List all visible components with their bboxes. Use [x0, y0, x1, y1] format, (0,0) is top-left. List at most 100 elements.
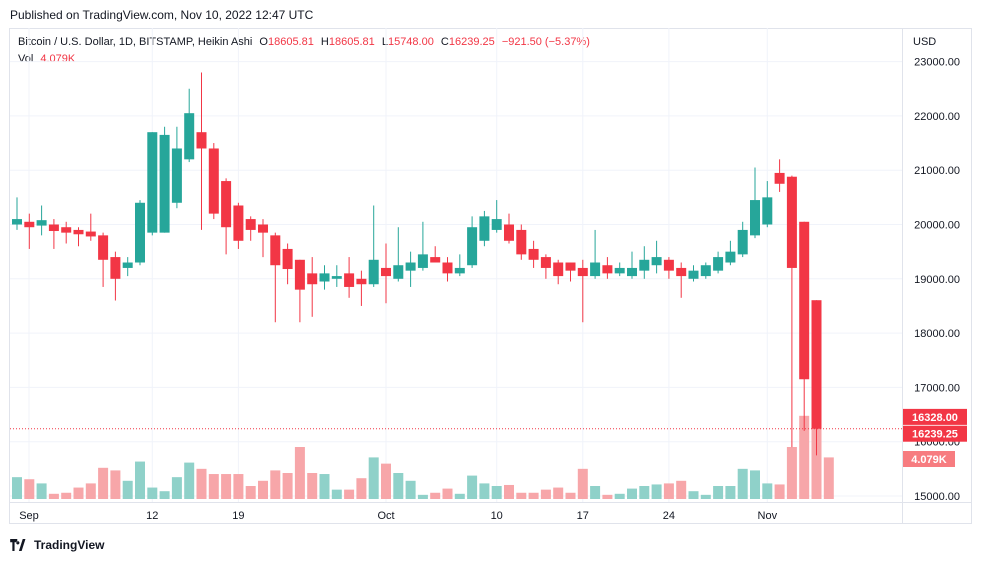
volume-bar — [799, 415, 810, 499]
volume-bar — [110, 470, 121, 499]
volume-bar — [750, 470, 760, 499]
volume-bar — [737, 468, 748, 499]
volume-bar — [73, 487, 84, 499]
open-label: O — [259, 36, 268, 48]
candle-body — [614, 267, 625, 274]
volume-bar — [590, 486, 601, 499]
candle-body — [713, 257, 724, 271]
volume-bar — [233, 474, 244, 499]
volume-bar — [48, 493, 59, 499]
candle-body — [36, 220, 47, 226]
currency-label: USD — [913, 36, 937, 48]
volume-bar — [614, 493, 625, 499]
volume-bar — [774, 484, 785, 499]
volume-bar — [368, 457, 379, 499]
volume-bar — [393, 473, 404, 499]
volume-bar — [479, 483, 490, 499]
volume-bar — [516, 492, 527, 499]
volume-bar — [208, 474, 219, 499]
volume-bar — [356, 478, 367, 499]
volume-bar — [577, 468, 588, 499]
high-label: H — [320, 36, 329, 48]
candle-body — [799, 221, 810, 380]
y-tick-label: 17000.00 — [914, 382, 960, 394]
candle-body — [159, 134, 170, 233]
x-tick-label: Nov — [758, 510, 778, 522]
candle-body — [504, 224, 514, 241]
candle-body — [479, 216, 490, 241]
candle-body — [639, 259, 650, 271]
volume-bar — [12, 477, 22, 499]
y-tick-label: 20000.00 — [914, 220, 960, 232]
volume-bar — [147, 487, 158, 499]
volume-bar — [602, 494, 613, 499]
volume-price-label: 4.079K — [911, 454, 947, 466]
candle-body — [676, 267, 687, 277]
candle-body — [737, 229, 748, 255]
candle-body — [344, 273, 355, 287]
symbol-title: Bitcoin / U.S. Dollar, 1D, BITSTAMP, Hei… — [18, 36, 253, 48]
candle-body — [602, 265, 613, 274]
volume-bar — [319, 474, 330, 499]
volume-bar — [725, 486, 736, 499]
candle-body — [627, 267, 637, 277]
price-label: 16239.25 — [912, 429, 958, 441]
candle-body — [208, 148, 219, 214]
volume-bar — [417, 494, 428, 499]
close-label: C — [440, 36, 449, 48]
volume-bar — [688, 491, 699, 499]
candle-body — [270, 235, 281, 266]
candle-body — [85, 231, 96, 237]
volume-bar — [823, 457, 834, 499]
volume-bar — [811, 426, 822, 499]
x-tick-label: Oct — [377, 510, 394, 522]
candle-body — [762, 197, 773, 225]
volume-bar — [786, 447, 797, 499]
candle-body — [184, 113, 195, 160]
y-tick-label: 15000.00 — [914, 491, 960, 503]
candle-body — [147, 132, 158, 233]
candle-body — [454, 267, 465, 274]
candle-body — [196, 132, 207, 149]
y-tick-label: 22000.00 — [914, 111, 960, 123]
volume-bar — [504, 484, 514, 499]
volume-bar — [221, 474, 232, 499]
volume-bar — [540, 489, 551, 499]
volume-bar — [270, 470, 281, 499]
volume-bar — [245, 486, 256, 499]
candle-body — [565, 262, 576, 271]
candle-body — [528, 248, 539, 260]
volume-bar — [762, 483, 773, 499]
y-tick-label: 23000.00 — [914, 57, 960, 69]
volume-bar — [85, 483, 96, 499]
candle-body — [24, 221, 35, 228]
volume-bar — [565, 492, 576, 499]
volume-bar — [713, 486, 724, 499]
candle-body — [135, 202, 145, 263]
volume-bar — [307, 473, 318, 499]
volume-bar — [61, 492, 72, 499]
x-tick-label: 24 — [663, 510, 675, 522]
chart-frame — [9, 28, 972, 524]
volume-bar — [381, 463, 391, 499]
candle-body — [122, 262, 133, 268]
candle-body — [233, 205, 244, 241]
volume-bar — [294, 447, 305, 499]
candle-body — [405, 262, 416, 271]
candle-body — [590, 262, 601, 277]
candle-body — [110, 257, 121, 279]
volume-bar — [676, 480, 687, 499]
volume-bar — [282, 473, 293, 499]
volume-bar — [442, 488, 453, 499]
candle-body — [651, 257, 662, 266]
volume-bar — [663, 483, 674, 499]
volume-bar — [122, 480, 133, 499]
candle-body — [467, 227, 478, 266]
candle-body — [491, 219, 502, 230]
candle-body — [417, 254, 428, 268]
candle-body — [553, 262, 564, 277]
volume-bar — [184, 462, 195, 499]
tradingview-footer: TradingView — [10, 538, 104, 552]
volume-bar — [430, 492, 441, 499]
